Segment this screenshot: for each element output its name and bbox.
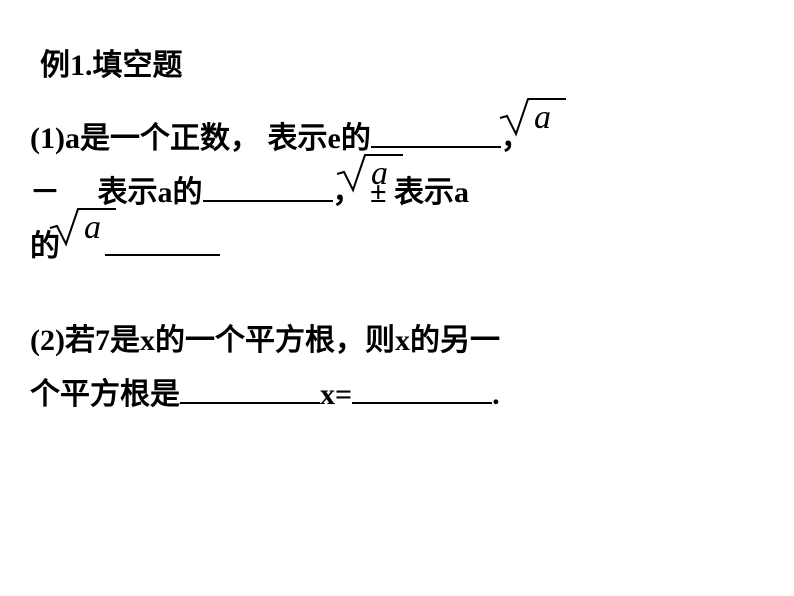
p2-text-4: . bbox=[492, 378, 500, 411]
blank-2 bbox=[203, 169, 333, 202]
blank-3 bbox=[105, 223, 220, 256]
problem-2: (2)若7是x的一个平方根，则x的另一 个平方根是 x=. bbox=[30, 314, 764, 422]
p2-text-3: x= bbox=[320, 378, 352, 411]
problem-1-text: (1)a是一个正数， 表示e的， － 表示a的， ± 表示a 的 a a bbox=[30, 112, 764, 274]
problem-1: (1)a是一个正数， 表示e的， － 表示a的， ± 表示a 的 a a bbox=[30, 112, 764, 274]
slide-content: 例1.填空题 (1)a是一个正数， 表示e的， － 表示a的， ± 表示a 的 … bbox=[0, 0, 794, 462]
sqrt-a-icon-3: a bbox=[48, 204, 118, 268]
radical-svg-3: a bbox=[48, 204, 118, 249]
p1-text-2: 表示 bbox=[260, 122, 328, 155]
example-title: 例1.填空题 bbox=[40, 40, 764, 84]
blank-4 bbox=[180, 371, 320, 404]
sqrt-var-3: a bbox=[84, 209, 101, 246]
p1-text-1: (1)a是一个正数， bbox=[30, 122, 260, 155]
blank-1 bbox=[371, 115, 501, 148]
radical-svg-2: a bbox=[335, 150, 405, 195]
sqrt-a-icon-2: a bbox=[335, 150, 405, 214]
p2-text-2: 个平方根是 bbox=[30, 378, 180, 411]
sqrt-a-icon-1: a bbox=[498, 94, 568, 158]
p2-text-1: (2)若7是x的一个平方根，则x的另一 bbox=[30, 324, 500, 357]
sqrt-var-2: a bbox=[371, 155, 388, 192]
blank-5 bbox=[352, 371, 492, 404]
sqrt-var-1: a bbox=[534, 99, 551, 136]
radical-svg-1: a bbox=[498, 94, 568, 139]
